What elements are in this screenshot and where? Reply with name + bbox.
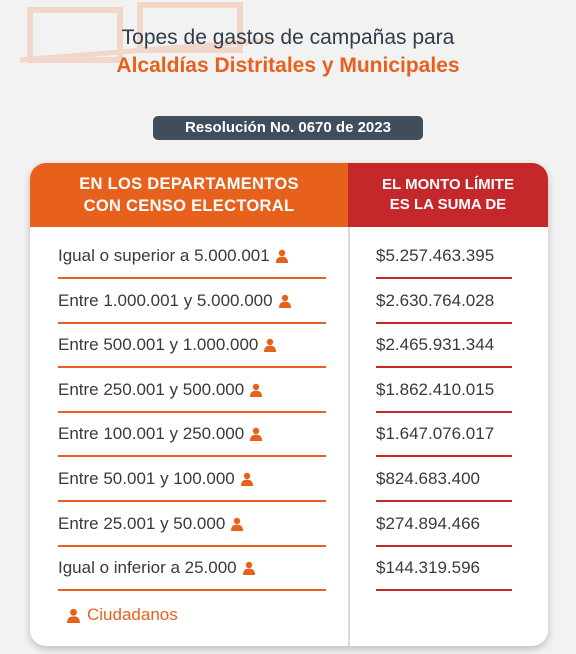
table-row-amount: $5.257.463.395 (376, 235, 512, 279)
range-text: Entre 1.000.001 y 5.000.000 (58, 290, 273, 310)
table-row-range: Entre 1.000.001 y 5.000.000 (58, 280, 326, 324)
amount-text: $5.257.463.395 (376, 246, 495, 265)
title-line1: Topes de gastos de campañas para (121, 26, 455, 49)
title-block: Topes de gastos de campañas para Alcaldí… (0, 24, 576, 80)
table-row-amount: $824.683.400 (376, 458, 512, 502)
resolution-badge: Resolución No. 0670 de 2023 (153, 116, 423, 140)
table-row-range: Igual o inferior a 25.000 (58, 547, 326, 592)
table-row-amount: $2.465.931.344 (376, 324, 512, 369)
person-icon (275, 249, 288, 263)
table-row-range: Entre 25.001 y 50.000 (58, 503, 326, 547)
header-departments-label: EN LOS DEPARTAMENTOS CON CENSO ELECTORAL (79, 175, 299, 215)
table-row-range: Igual o superior a 5.000.001 (58, 235, 326, 279)
header-amount: EL MONTO LÍMITE ES LA SUMA DE (348, 163, 548, 227)
amount-text: $1.647.076.017 (376, 424, 495, 444)
amount-text: $2.465.931.344 (376, 335, 495, 355)
legend: Ciudadanos (66, 603, 178, 627)
person-icon (240, 472, 253, 486)
person-icon (278, 294, 291, 308)
amount-text: $1.862.410.015 (376, 379, 495, 399)
table-row-amount: $144.319.596 (376, 547, 512, 592)
range-text: Igual o superior a 5.000.001 (58, 246, 270, 265)
amount-text: $144.319.596 (376, 558, 480, 578)
person-icon (250, 428, 263, 442)
table-row-range: Entre 100.001 y 250.000 (58, 413, 326, 458)
amount-text: $2.630.764.028 (376, 290, 495, 310)
spending-limits-table: EN LOS DEPARTAMENTOS CON CENSO ELECTORAL… (30, 163, 548, 646)
person-icon (231, 517, 244, 531)
person-icon (250, 383, 263, 397)
range-text: Igual o inferior a 25.000 (58, 558, 237, 578)
title-line2: Alcaldías Distritales y Municipales (116, 54, 460, 77)
legend-label: Ciudadanos (87, 605, 178, 624)
person-icon (242, 561, 255, 576)
range-text: Entre 500.001 y 1.000.000 (58, 335, 259, 355)
range-text: Entre 250.001 y 500.000 (58, 379, 245, 399)
amount-text: $274.894.466 (376, 513, 480, 533)
person-icon (67, 608, 80, 623)
range-text: Entre 25.001 y 50.000 (58, 513, 226, 533)
column-divider (348, 227, 350, 646)
table-row-range: Entre 50.001 y 100.000 (58, 458, 326, 502)
table-row-amount: $1.647.076.017 (376, 413, 512, 458)
table-row-amount: $2.630.764.028 (376, 280, 512, 324)
header-departments: EN LOS DEPARTAMENTOS CON CENSO ELECTORAL (30, 163, 348, 227)
range-text: Entre 50.001 y 100.000 (58, 469, 235, 488)
table-row-range: Entre 500.001 y 1.000.000 (58, 324, 326, 369)
table-row-amount: $1.862.410.015 (376, 369, 512, 413)
range-text: Entre 100.001 y 250.000 (58, 424, 245, 444)
amount-text: $824.683.400 (376, 469, 480, 488)
header-amount-label: EL MONTO LÍMITE ES LA SUMA DE (382, 176, 514, 213)
person-icon (264, 338, 277, 353)
table-row-range: Entre 250.001 y 500.000 (58, 369, 326, 413)
table-row-amount: $274.894.466 (376, 503, 512, 547)
